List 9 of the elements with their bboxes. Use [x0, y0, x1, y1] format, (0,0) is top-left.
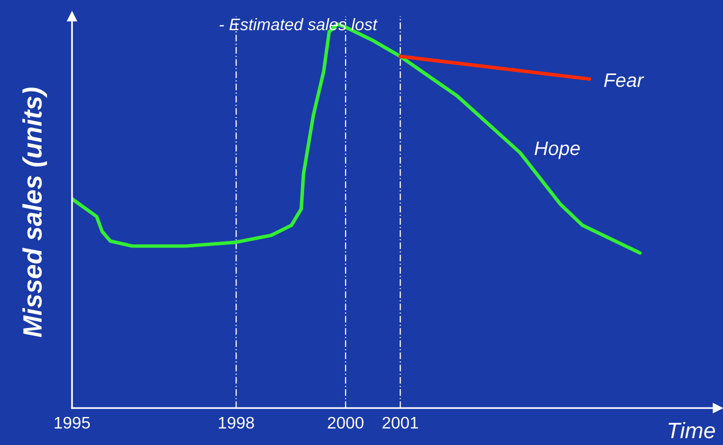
x-tick-label: 2001	[382, 416, 418, 429]
series-label: Fear	[604, 73, 644, 88]
x-tick-label: 1998	[218, 416, 254, 429]
annotation: - Estimated sales lost	[220, 18, 378, 30]
x-tick-label: 2000	[328, 416, 364, 429]
y-axis-title: Missed sales (units)	[22, 88, 48, 338]
x-axis-title: Time	[668, 422, 715, 438]
series-label: Hope	[534, 142, 580, 160]
x-tick-label: 1995	[54, 416, 90, 429]
